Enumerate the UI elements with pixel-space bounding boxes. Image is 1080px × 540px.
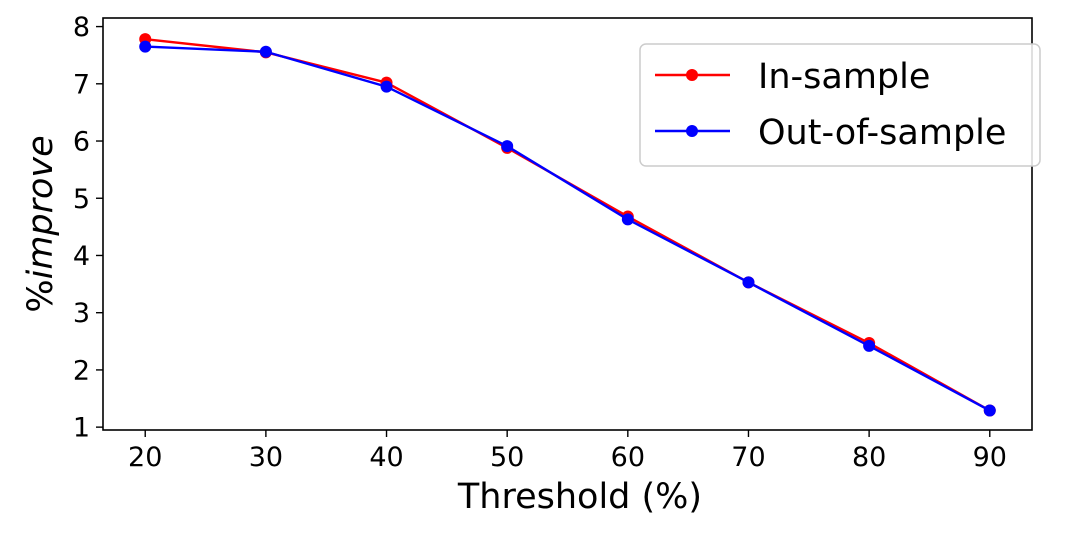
y-tick-label: 5 xyxy=(73,184,90,215)
plot-frame xyxy=(102,17,1033,431)
legend-marker-out-of-sample xyxy=(686,125,698,137)
y-tick-label: 4 xyxy=(73,241,90,272)
legend-label-in-sample: In-sample xyxy=(758,57,930,97)
x-tick-label: 40 xyxy=(369,442,403,473)
data-point-out-of-sample xyxy=(742,276,755,289)
series-line-out-of-sample xyxy=(145,45,991,412)
legend-label-out-of-sample: Out-of-sample xyxy=(758,113,1006,153)
legend-marker-in-sample xyxy=(686,69,698,81)
y-tick-label: 3 xyxy=(73,298,90,329)
data-point-out-of-sample xyxy=(139,40,152,53)
data-point-out-of-sample xyxy=(983,404,996,417)
x-axis-title: Threshold (%) xyxy=(457,477,702,517)
x-tick-label: 60 xyxy=(611,442,645,473)
y-axis-title-prefix: % xyxy=(21,279,61,312)
y-axis-title-italic: improve xyxy=(21,135,61,279)
x-tick-label: 80 xyxy=(852,442,886,473)
legend-box xyxy=(639,43,1041,167)
x-tick-label: 50 xyxy=(490,442,524,473)
legend: In-sample Out-of-sample xyxy=(639,43,1041,167)
x-tick-label: 20 xyxy=(128,442,162,473)
x-tick-label: 30 xyxy=(249,442,283,473)
data-point-out-of-sample xyxy=(863,339,876,352)
plot-area xyxy=(139,33,996,417)
axis-ticks: 20 30 40 50 60 70 80 90 1 2 3 4 5 6 7 8 xyxy=(73,12,1007,473)
y-tick-label: 2 xyxy=(73,355,90,386)
data-point-out-of-sample xyxy=(259,45,272,58)
data-point-out-of-sample xyxy=(621,213,634,226)
data-point-out-of-sample xyxy=(501,140,514,153)
x-tick-label: 70 xyxy=(731,442,765,473)
y-tick-label: 6 xyxy=(73,127,90,158)
y-tick-label: 7 xyxy=(73,69,90,100)
data-point-out-of-sample xyxy=(380,80,393,93)
y-tick-label: 8 xyxy=(73,12,90,43)
y-tick-label: 1 xyxy=(73,413,90,444)
x-tick-label: 90 xyxy=(973,442,1007,473)
y-axis-title: %improve xyxy=(21,135,61,312)
